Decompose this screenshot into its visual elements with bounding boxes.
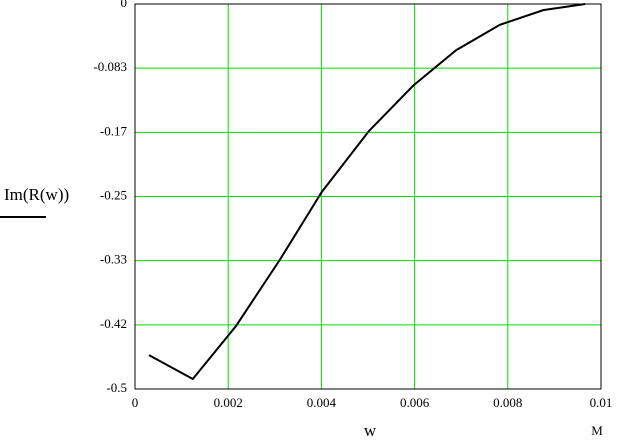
x-tick-label: 0.008 <box>493 395 522 410</box>
y-tick-label: -0.083 <box>93 59 127 74</box>
line-series <box>148 3 586 381</box>
y-tick-label: -0.5 <box>106 380 127 395</box>
y-tick-label: -0.17 <box>100 123 128 138</box>
x-tick-label: 0.01 <box>590 395 613 410</box>
x-tick-label: 0.006 <box>400 395 430 410</box>
x-tick-label: 0 <box>132 395 139 410</box>
x-axis-label: w <box>364 421 377 440</box>
y-tick-label: -0.25 <box>100 187 127 202</box>
y-tick-label: -0.33 <box>100 252 127 267</box>
plot-frame <box>134 3 602 390</box>
x-tick-label: 0.004 <box>307 395 337 410</box>
y-tick-label: 0 <box>121 0 128 10</box>
legend-label: Im(R(w)) <box>4 185 69 204</box>
x-unit-label: M <box>591 423 603 438</box>
x-tick-label: 0.002 <box>214 395 243 410</box>
y-tick-label: -0.42 <box>100 316 127 331</box>
